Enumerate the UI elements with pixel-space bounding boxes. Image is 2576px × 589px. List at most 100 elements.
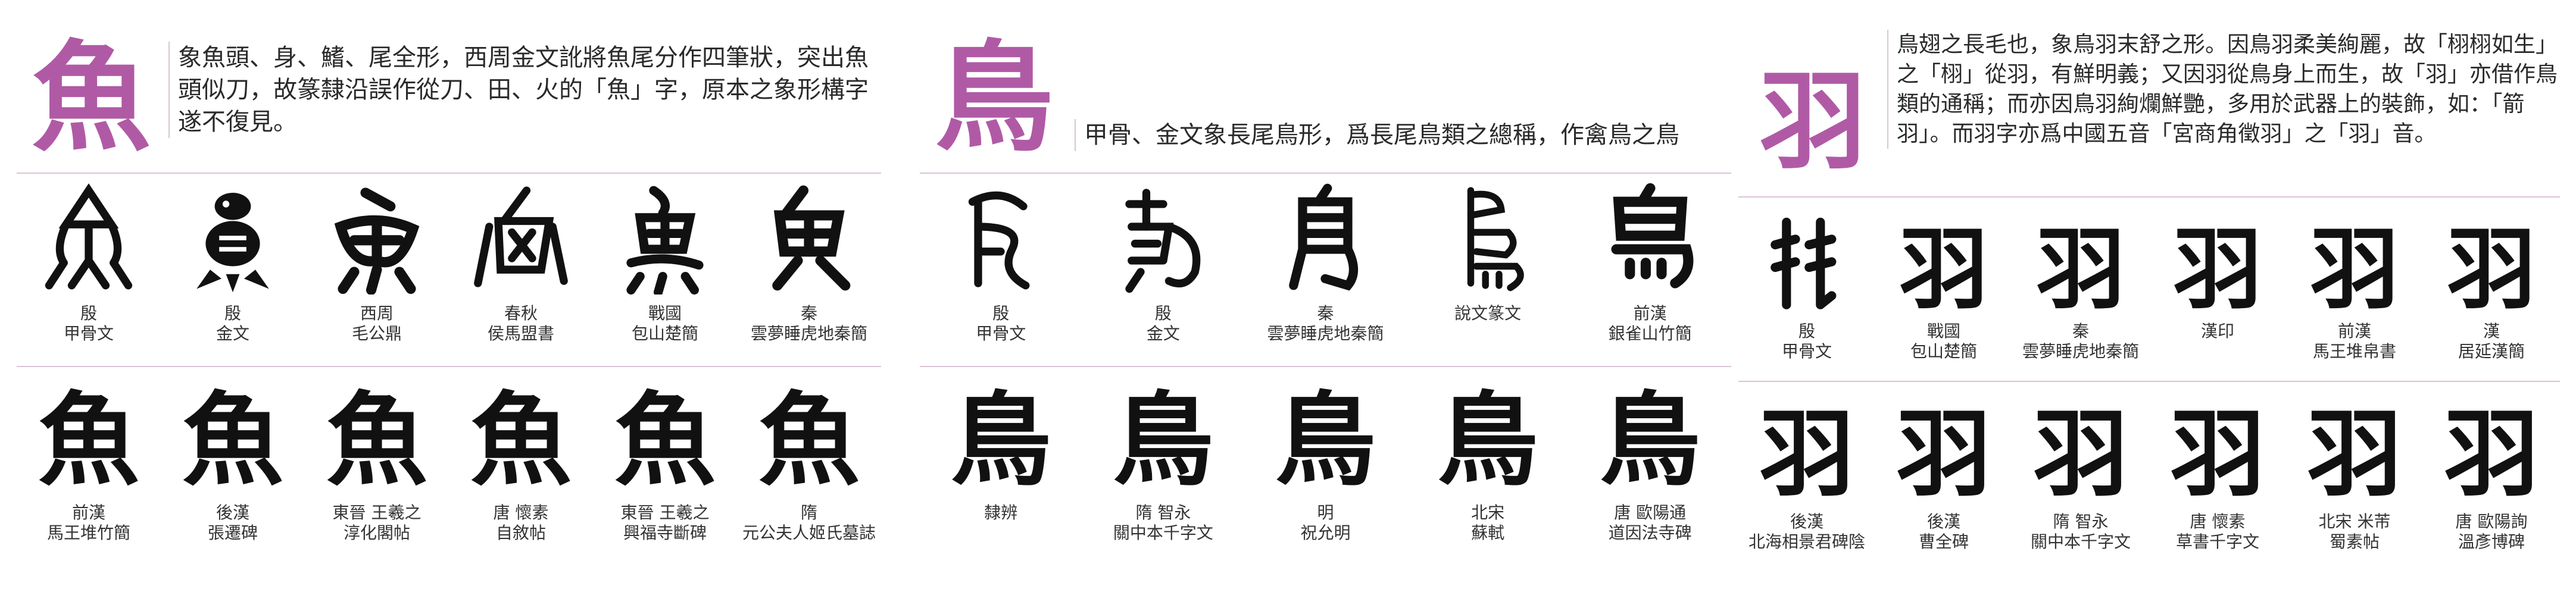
script-row-2: 羽 後漢 北海相景君碑陰 羽 後漢 曹全碑 羽 隋 智永 關中本千字文 羽 唐 懷素草… xyxy=(1738,387,2560,565)
caption: 殷甲骨文 xyxy=(63,303,114,343)
calligraphy-glyph: 羽 xyxy=(2446,217,2536,322)
calligraphy-glyph: 魚 xyxy=(38,381,139,500)
divider xyxy=(920,366,1731,367)
qin-bird-glyph xyxy=(1244,178,1407,297)
seal-bird-glyph xyxy=(1407,178,1569,297)
script-cell: 羽 漢居延漢簡 xyxy=(2423,202,2560,369)
caption: 前漢 馬王堆帛書 xyxy=(2312,321,2396,361)
bronze-fish-glyph xyxy=(161,178,305,297)
panel-header: 羽 鳥翅之長毛也，象鳥羽末舒之形。因鳥羽柔美絢麗，故「栩栩如生」之「栩」從羽，有… xyxy=(1738,24,2560,193)
calligraphy-glyph: 羽 xyxy=(2443,398,2539,510)
description: 象魚頭、身、鰭、尾全形，西周金文訛將魚尾分作四筆狀，突出魚頭似刀，故篆隸沿誤作從… xyxy=(168,42,886,138)
script-row-1: 殷甲骨文 羽 戰國 包山楚簡 羽 秦雲夢睡虎地秦簡 羽 漢印 羽 前漢 馬王堆帛書 … xyxy=(1738,202,2560,369)
script-cell: 戰國 包山楚簡 xyxy=(593,178,737,357)
script-row-1: 殷甲骨文 殷金文 西周 毛公鼎 春秋 侯馬盟書 戰國 包山楚簡 xyxy=(17,178,881,357)
script-cell: 羽 隋 智永 關中本千字文 xyxy=(2012,387,2149,565)
script-cell: 鳥 明祝允明 xyxy=(1244,372,1407,562)
calligraphy-glyph: 鳥 xyxy=(1275,381,1376,500)
calligraphy-glyph: 魚 xyxy=(182,381,283,500)
script-cell: 鳥 隸辨 xyxy=(920,372,1082,562)
script-cell: 殷甲骨文 xyxy=(17,178,161,357)
script-cell: 鳥 北宋 蘇軾 xyxy=(1407,372,1569,562)
caption: 秦雲夢睡虎地秦簡 xyxy=(750,303,867,343)
panel-header: 魚 象魚頭、身、鰭、尾全形，西周金文訛將魚尾分作四筆狀，突出魚頭似刀，故篆隸沿誤… xyxy=(17,24,881,173)
script-cell: 魚 隋元公夫人姬氏墓誌 xyxy=(737,372,881,562)
script-row-1: 殷甲骨文 殷金文 秦雲夢睡虎地秦簡 說文篆文 前漢 銀雀山竹簡 xyxy=(920,178,1731,357)
caption: 明祝允明 xyxy=(1300,503,1351,543)
caption: 殷金文 xyxy=(1146,303,1180,343)
panel-feather: 羽 鳥翅之長毛也，象鳥羽末舒之形。因鳥羽柔美絢麗，故「栩栩如生」之「栩」從羽，有… xyxy=(1738,24,2560,571)
caption: 漢居延漢簡 xyxy=(2458,321,2525,361)
caption: 西周 毛公鼎 xyxy=(351,303,402,343)
script-cell: 羽 北宋 米芾 蜀素帖 xyxy=(2286,387,2423,565)
script-cell: 羽 後漢 曹全碑 xyxy=(1875,387,2012,565)
caption: 殷甲骨文 xyxy=(976,303,1026,343)
script-cell: 羽 後漢 北海相景君碑陰 xyxy=(1738,387,1875,565)
spring-autumn-fish-glyph xyxy=(449,178,593,297)
caption: 春秋 侯馬盟書 xyxy=(487,303,554,343)
caption: 隋元公夫人姬氏墓誌 xyxy=(742,503,876,543)
calligraphy-glyph: 魚 xyxy=(326,381,427,500)
caption: 隋 智永 關中本千字文 xyxy=(1113,503,1213,543)
calligraphy-glyph: 羽 xyxy=(2035,217,2125,322)
caption: 唐 懷素 自敘帖 xyxy=(493,503,549,543)
script-cell: 春秋 侯馬盟書 xyxy=(449,178,593,357)
script-cell: 秦雲夢睡虎地秦簡 xyxy=(1244,178,1407,357)
script-row-2: 魚 前漢 馬王堆竹簡 魚 後漢 張遷碑 魚 東晉 王羲之 淳化閣帖 魚 唐 懷素 自敘帖… xyxy=(17,372,881,562)
caption: 北宋 蘇軾 xyxy=(1471,503,1505,543)
caption: 唐 歐陽詢 溫彥博碑 xyxy=(2455,512,2528,552)
script-cell: 魚 東晉 王羲之 興福寺斷碑 xyxy=(593,372,737,562)
caption: 殷金文 xyxy=(216,303,249,343)
script-cell: 前漢 銀雀山竹簡 xyxy=(1569,178,1731,357)
panel-fish: 魚 象魚頭、身、鰭、尾全形，西周金文訛將魚尾分作四筆狀，突出魚頭似刀，故篆隸沿誤… xyxy=(17,24,881,571)
calligraphy-glyph: 羽 xyxy=(2169,398,2265,510)
calligraphy-glyph: 魚 xyxy=(614,381,716,500)
calligraphy-glyph: 羽 xyxy=(2032,398,2128,510)
script-cell: 鳥 唐 歐陽通 道因法寺碑 xyxy=(1569,372,1731,562)
script-cell: 西周 毛公鼎 xyxy=(305,178,449,357)
calligraphy-glyph: 鳥 xyxy=(950,381,1052,500)
headword: 羽 xyxy=(1759,59,1866,184)
calligraphy-glyph: 魚 xyxy=(470,381,572,500)
description: 鳥翅之長毛也，象鳥羽末舒之形。因鳥羽柔美絢麗，故「栩栩如生」之「栩」從羽，有鮮明… xyxy=(1887,30,2563,149)
calligraphy-glyph: 羽 xyxy=(2309,217,2399,322)
calligraphy-glyph: 羽 xyxy=(1899,217,1988,322)
script-row-2: 鳥 隸辨 鳥 隋 智永 關中本千字文 鳥 明祝允明 鳥 北宋 蘇軾 鳥 唐 歐陽通道… xyxy=(920,372,1731,562)
caption: 東晉 王羲之 興福寺斷碑 xyxy=(620,503,710,543)
script-cell: 羽 漢印 xyxy=(2149,202,2286,369)
caption: 秦雲夢睡虎地秦簡 xyxy=(2022,321,2139,361)
calligraphy-glyph: 魚 xyxy=(758,381,860,500)
caption: 後漢 曹全碑 xyxy=(1918,512,1969,552)
oracle-feather-glyph xyxy=(1738,202,1875,321)
script-cell: 殷金文 xyxy=(161,178,305,357)
panel-header: 鳥 甲骨、金文象長尾鳥形，爲長尾鳥類之總稱，作禽鳥之鳥 xyxy=(920,24,1731,173)
caption: 東晉 王羲之 淳化閣帖 xyxy=(332,503,421,543)
divider xyxy=(1738,381,2560,382)
script-cell: 魚 前漢 馬王堆竹簡 xyxy=(17,372,161,562)
oracle-bird-glyph xyxy=(920,178,1082,297)
divider xyxy=(17,366,881,367)
bronze-bird-glyph xyxy=(1082,178,1245,297)
caption: 北宋 米芾 蜀素帖 xyxy=(2318,512,2391,552)
calligraphy-glyph: 羽 xyxy=(2306,398,2402,510)
divider xyxy=(17,173,881,174)
script-cell: 魚 唐 懷素 自敘帖 xyxy=(449,372,593,562)
script-cell: 羽 唐 歐陽詢 溫彥博碑 xyxy=(2423,387,2560,565)
caption: 殷甲骨文 xyxy=(1781,321,1832,361)
caption: 前漢 銀雀山竹簡 xyxy=(1608,303,1692,343)
panel-bird: 鳥 甲骨、金文象長尾鳥形，爲長尾鳥類之總稱，作禽鳥之鳥 殷甲骨文 殷金文 秦雲夢… xyxy=(920,24,1731,571)
description: 甲骨、金文象長尾鳥形，爲長尾鳥類之總稱，作禽鳥之鳥 xyxy=(1075,119,1739,151)
caption: 前漢 馬王堆竹簡 xyxy=(46,503,130,543)
warring-states-fish-glyph xyxy=(593,178,737,297)
headword: 魚 xyxy=(31,28,151,168)
script-cell: 羽 戰國 包山楚簡 xyxy=(1875,202,2012,369)
caption: 秦雲夢睡虎地秦簡 xyxy=(1267,303,1384,343)
script-cell: 魚 後漢 張遷碑 xyxy=(161,372,305,562)
caption: 戰國 包山楚簡 xyxy=(631,303,698,343)
calligraphy-glyph: 鳥 xyxy=(1599,381,1701,500)
script-cell: 說文篆文 xyxy=(1407,178,1569,357)
script-cell: 殷甲骨文 xyxy=(1738,202,1875,369)
caption: 說文篆文 xyxy=(1454,303,1522,323)
caption: 戰國 包山楚簡 xyxy=(1910,321,1977,361)
calligraphy-glyph: 鳥 xyxy=(1437,381,1539,500)
